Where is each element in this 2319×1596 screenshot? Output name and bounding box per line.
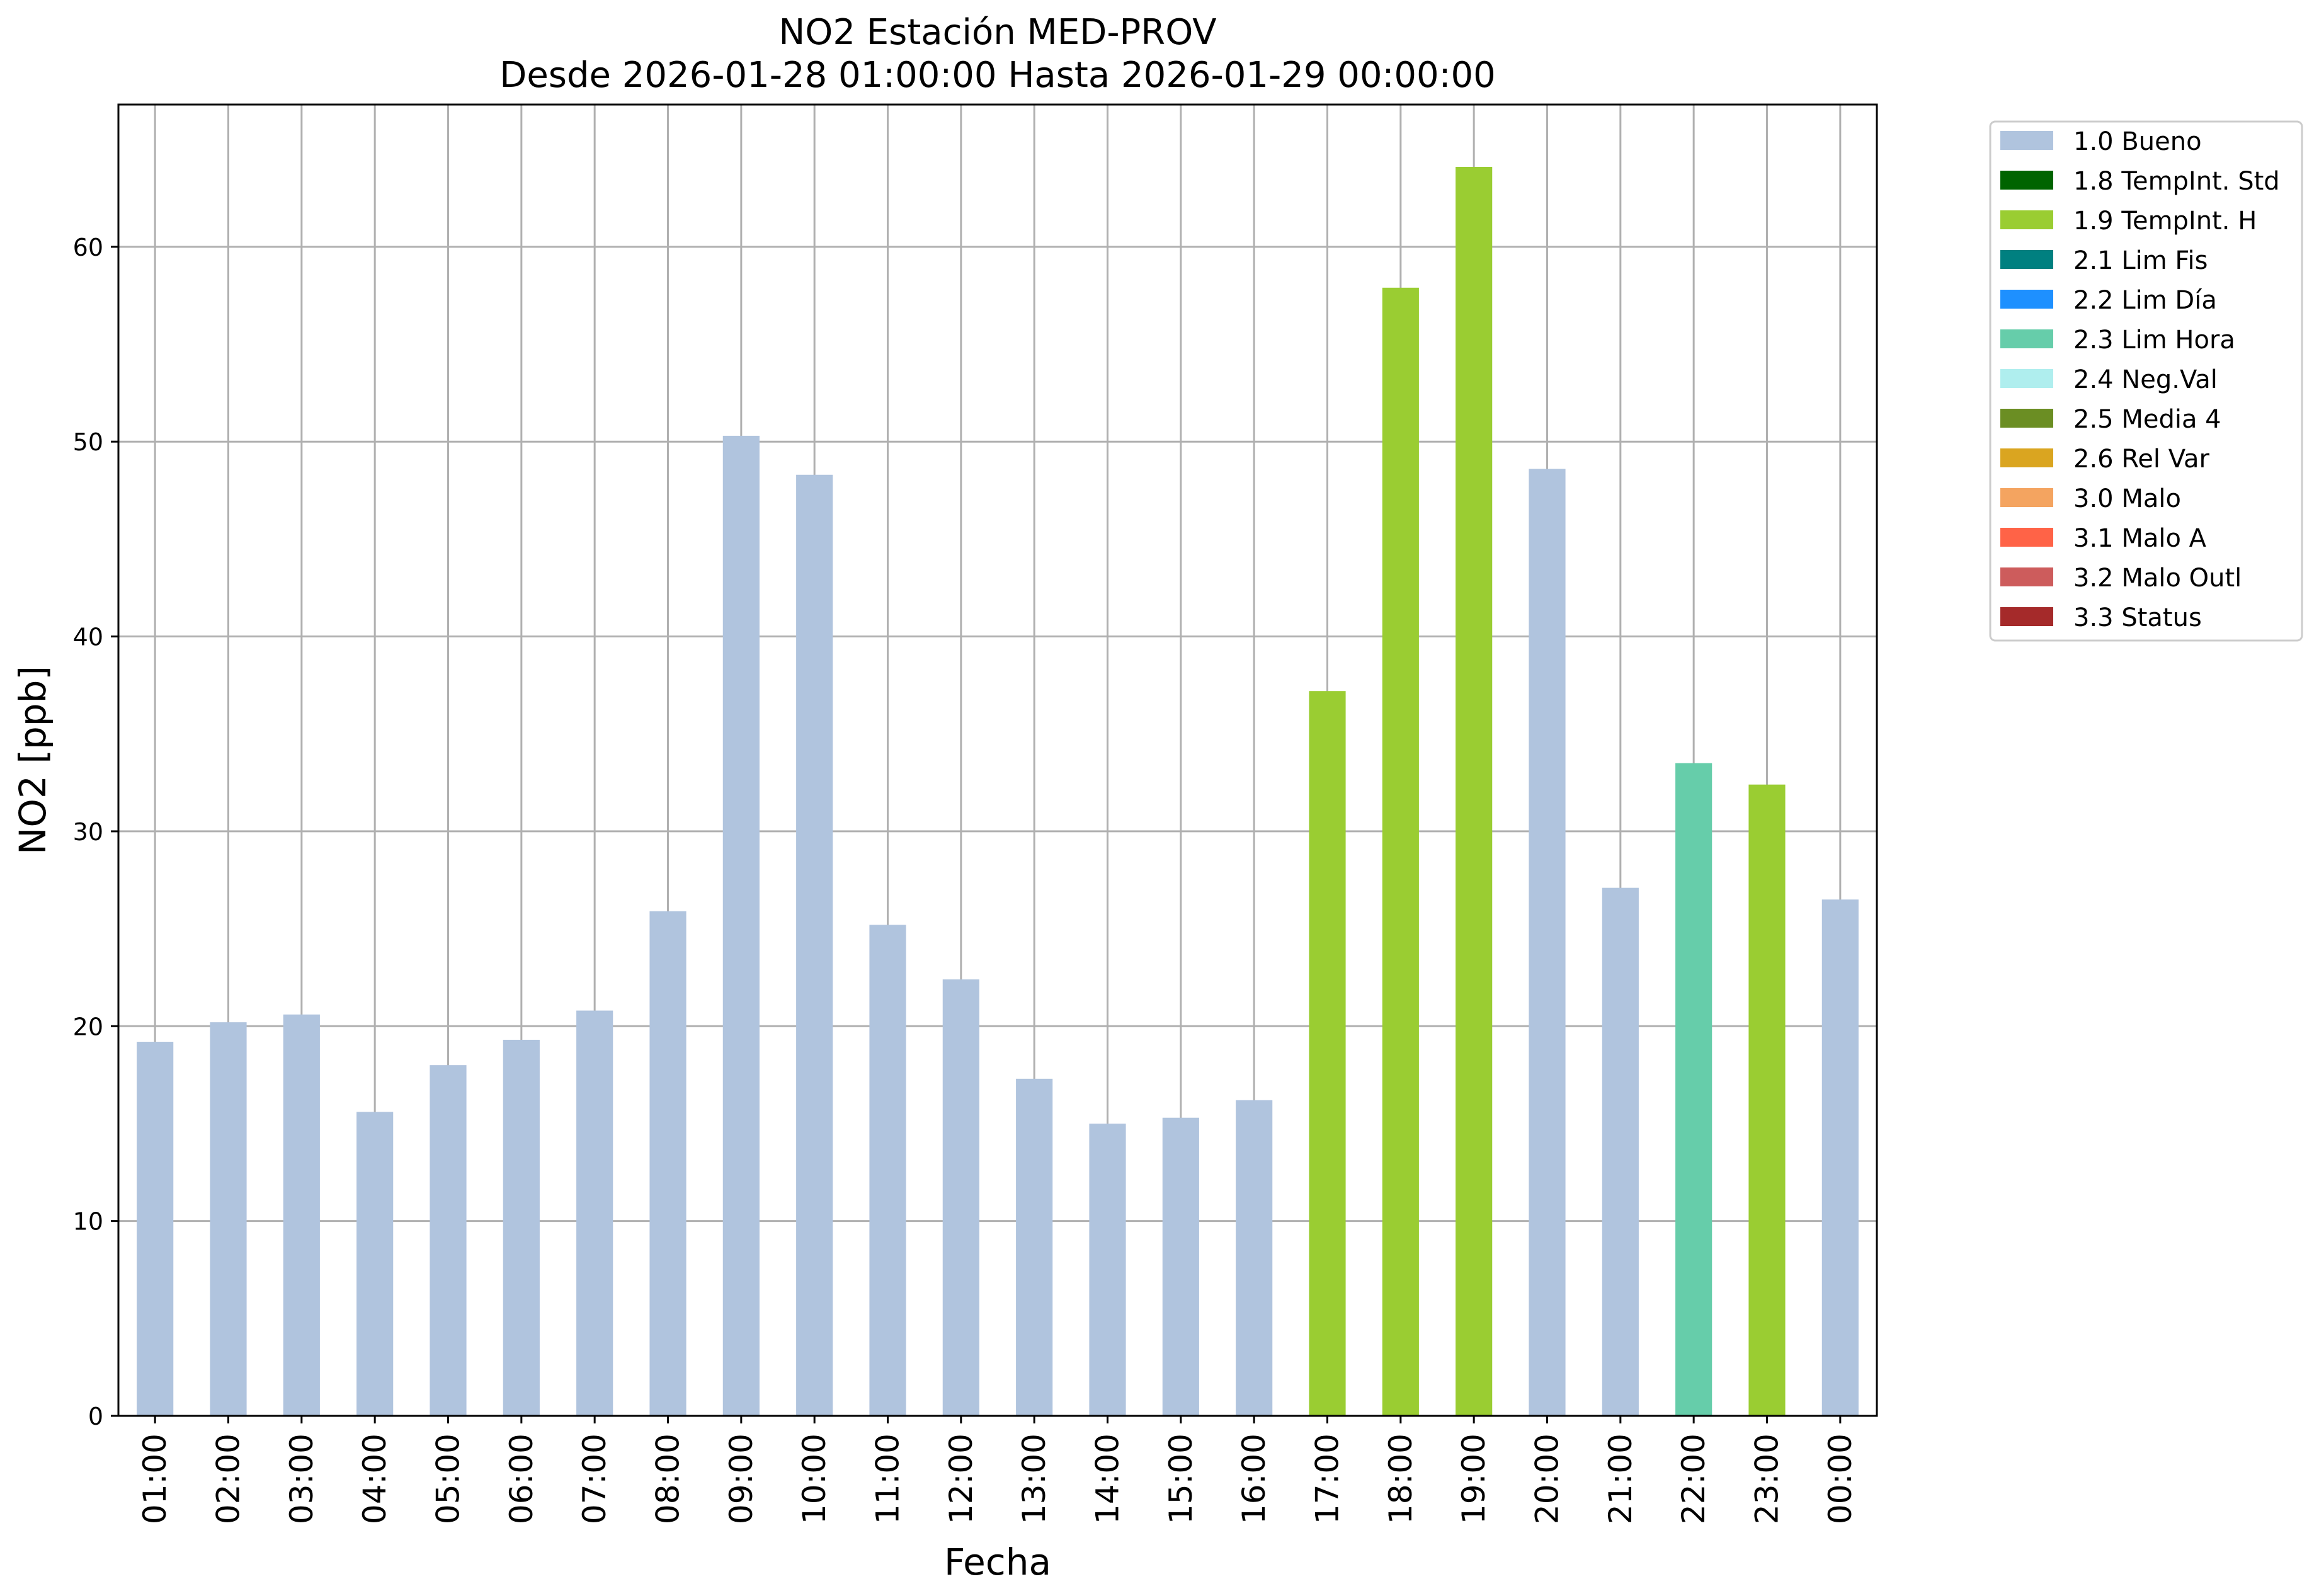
x-tick-label: 21:00	[1602, 1434, 1639, 1524]
legend-swatch	[2000, 607, 2053, 626]
x-tick-label: 07:00	[576, 1434, 613, 1524]
bar-09:00	[722, 435, 760, 1416]
legend-swatch	[2000, 488, 2053, 507]
x-tick-label: 14:00	[1090, 1434, 1126, 1524]
legend-swatch	[2000, 369, 2053, 388]
legend-swatch	[2000, 171, 2053, 190]
x-tick-label: 05:00	[430, 1434, 467, 1524]
legend-label: 2.2 Lim Día	[2073, 286, 2217, 315]
bar-19:00	[1456, 166, 1493, 1416]
x-tick-label: 02:00	[210, 1434, 247, 1524]
legend-label: 3.3 Status	[2073, 603, 2202, 632]
legend-frame	[1989, 120, 2303, 642]
legend-label: 2.3 Lim Hora	[2073, 326, 2235, 355]
bar-06:00	[503, 1039, 540, 1416]
x-tick-label: 23:00	[1749, 1434, 1786, 1524]
legend-label: 3.0 Malo	[2073, 484, 2181, 513]
y-tick-label: 10	[73, 1208, 103, 1236]
bar-23:00	[1748, 784, 1786, 1416]
bar-21:00	[1602, 887, 1639, 1416]
legend-swatch	[2000, 528, 2053, 547]
legend-swatch	[2000, 210, 2053, 229]
bar-00:00	[1821, 899, 1859, 1416]
y-axis-label: NO2 [ppb]	[11, 666, 54, 855]
x-tick-label: 08:00	[650, 1434, 687, 1524]
bar-11:00	[869, 925, 906, 1416]
y-tick-label: 0	[88, 1403, 103, 1430]
x-tick-label: 15:00	[1163, 1434, 1199, 1524]
bar-07:00	[576, 1010, 613, 1416]
legend-label: 2.1 Lim Fis	[2073, 246, 2208, 275]
legend-swatch	[2000, 290, 2053, 309]
legend: 1.0 Bueno 1.8 TempInt. Std 1.9 TempInt. H 2…	[1989, 120, 2303, 642]
legend-label: 2.6 Rel Var	[2073, 445, 2210, 474]
bar-17:00	[1309, 691, 1346, 1416]
bar-05:00	[430, 1065, 467, 1416]
x-tick-label: 09:00	[723, 1434, 760, 1524]
x-tick-label: 16:00	[1236, 1434, 1272, 1524]
x-tick-label: 12:00	[943, 1434, 979, 1524]
legend-label: 3.1 Malo A	[2073, 524, 2207, 553]
bar-02:00	[210, 1022, 247, 1416]
y-tick-label: 20	[73, 1013, 103, 1040]
chart-subtitle: Desde 2026-01-28 01:00:00 Hasta 2026-01-…	[499, 55, 1496, 96]
bar-04:00	[356, 1112, 394, 1416]
x-tick-label: 18:00	[1382, 1434, 1419, 1524]
bar-10:00	[796, 474, 833, 1416]
legend-swatch	[2000, 329, 2053, 348]
x-tick-label: 17:00	[1309, 1434, 1346, 1524]
legend-swatch	[2000, 409, 2053, 428]
bar-01:00	[137, 1042, 174, 1416]
x-tick-label: 01:00	[137, 1434, 173, 1524]
legend-swatch	[2000, 448, 2053, 467]
x-axis-label: Fecha	[944, 1541, 1051, 1583]
bars	[137, 166, 1859, 1416]
x-tick-label: 06:00	[503, 1434, 540, 1524]
bar-20:00	[1529, 469, 1566, 1416]
legend-swatch	[2000, 131, 2053, 150]
legend-swatch	[2000, 567, 2053, 586]
bar-13:00	[1016, 1078, 1053, 1416]
legend-swatch	[2000, 250, 2053, 269]
x-tick-label: 10:00	[796, 1434, 833, 1524]
plot-frame	[117, 103, 1878, 1417]
legend-label: 1.8 TempInt. Std	[2073, 167, 2280, 196]
bar-18:00	[1382, 287, 1419, 1416]
x-tick-label: 20:00	[1529, 1434, 1566, 1524]
x-tick-label: 00:00	[1822, 1434, 1859, 1524]
legend-label: 1.9 TempInt. H	[2073, 207, 2257, 236]
x-tick-label: 04:00	[356, 1434, 393, 1524]
y-axis: 0 10 20 30 40 50 60	[73, 234, 118, 1430]
bar-08:00	[649, 911, 687, 1416]
y-tick-label: 50	[73, 428, 103, 456]
y-tick-label: 60	[73, 234, 103, 261]
bar-22:00	[1675, 763, 1712, 1416]
x-tick-label: 03:00	[283, 1434, 320, 1524]
bar-16:00	[1236, 1100, 1273, 1416]
legend-label: 1.0 Bueno	[2073, 127, 2202, 156]
x-tick-label: 11:00	[870, 1434, 906, 1524]
legend-label: 2.5 Media 4	[2073, 405, 2221, 434]
bar-14:00	[1089, 1123, 1126, 1416]
x-axis: 01:00 02:00 03:00 04:00 05:00 06:00 07:00 08:00…	[137, 1416, 1859, 1524]
x-tick-label: 22:00	[1675, 1434, 1712, 1524]
bar-15:00	[1162, 1117, 1199, 1416]
legend-label: 2.4 Neg.Val	[2073, 365, 2218, 394]
x-tick-label: 13:00	[1016, 1434, 1052, 1524]
y-tick-label: 30	[73, 818, 103, 846]
bar-03:00	[283, 1014, 320, 1416]
chart-title: NO2 Estación MED-PROV	[778, 12, 1216, 53]
bar-12:00	[942, 979, 979, 1416]
y-tick-label: 40	[73, 624, 103, 651]
x-tick-label: 19:00	[1456, 1434, 1492, 1524]
legend-label: 3.2 Malo Outl	[2073, 564, 2242, 593]
